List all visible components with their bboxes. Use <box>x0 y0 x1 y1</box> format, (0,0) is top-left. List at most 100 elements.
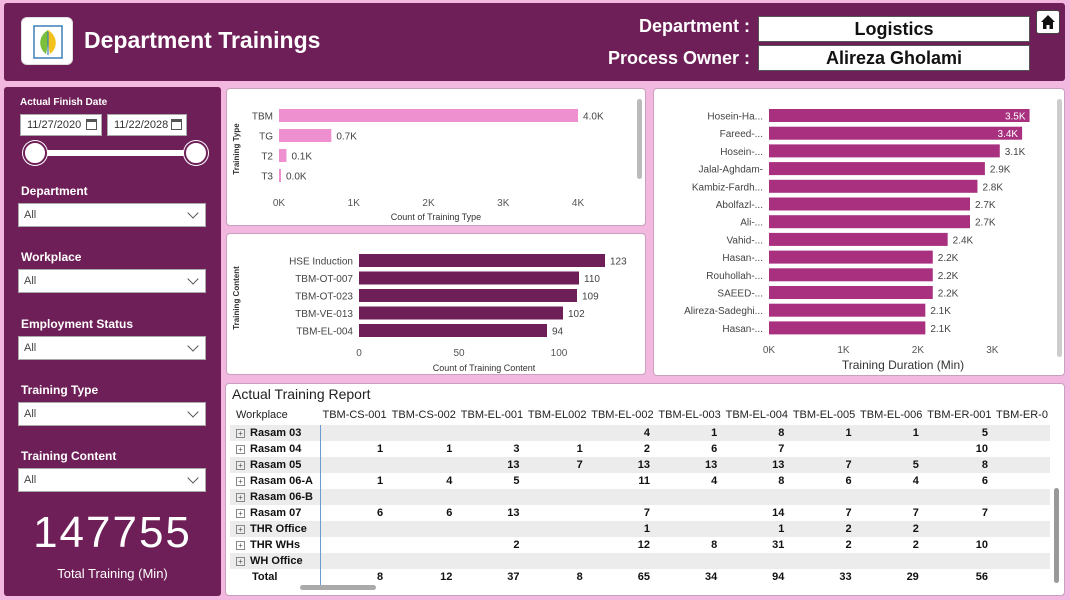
table-vertical-scrollbar[interactable] <box>1054 488 1059 583</box>
slider-end-handle[interactable] <box>184 141 208 165</box>
bar[interactable] <box>769 179 978 193</box>
bar[interactable] <box>279 129 332 142</box>
date-start-input[interactable]: 11/27/2020 <box>20 114 102 136</box>
column-header[interactable]: TBM-EL-004 <box>725 409 788 421</box>
table-cell: 8 <box>723 425 791 441</box>
bar[interactable] <box>359 324 547 337</box>
table-cell: 1 <box>790 425 858 441</box>
row-header[interactable]: + THR Office <box>230 521 321 537</box>
training-type-filter-label: Training Type <box>21 383 99 397</box>
table-cell <box>993 425 1050 441</box>
table-cell: 7 <box>845 507 852 519</box>
column-header[interactable]: TBM-ER-001 <box>927 409 992 421</box>
table-cell <box>526 537 589 553</box>
chart-scrollbar[interactable] <box>1057 99 1062 357</box>
column-header[interactable]: TBM-EL002 <box>527 409 587 421</box>
table-cell <box>790 441 857 457</box>
expand-icon[interactable]: + <box>236 444 245 454</box>
table-cell <box>656 505 723 521</box>
training-content-bar-chart[interactable]: HSE Induction 123 TBM-OT-007 110 TBM-OT-023 1… <box>227 234 647 376</box>
date-end-input[interactable]: 11/22/2028 <box>107 114 187 136</box>
table-cell: 1 <box>446 443 453 455</box>
table-cell: 8 <box>924 457 994 473</box>
expand-icon[interactable]: + <box>236 540 245 550</box>
bar[interactable] <box>769 126 1023 140</box>
column-header[interactable]: TBM-EL-003 <box>658 409 721 421</box>
training-type-chart-panel: TBM 4.0K TG 0.7K T2 0.1K T3 0.0K 0K 1K 2K 3K 4K Count… <box>226 88 646 226</box>
expand-icon[interactable]: + <box>236 508 245 518</box>
table-cell: 33 <box>790 569 858 585</box>
x-tick-label: 100 <box>551 348 568 359</box>
workplace-dropdown[interactable]: All <box>18 269 206 293</box>
expand-icon[interactable]: + <box>236 556 245 566</box>
table-cell: 65 <box>588 569 656 585</box>
chart-scrollbar[interactable] <box>637 99 642 179</box>
row-header[interactable]: + Rasam 07 <box>230 505 321 521</box>
expand-icon[interactable]: + <box>236 428 245 438</box>
category-label: Ali-... <box>740 218 763 229</box>
slider-start-handle[interactable] <box>23 141 47 165</box>
x-tick-label: 0 <box>356 348 362 359</box>
bar[interactable] <box>769 144 1000 158</box>
bar[interactable] <box>769 215 970 229</box>
data-label: 2.1K <box>930 306 951 317</box>
bar[interactable] <box>769 303 926 317</box>
bar[interactable] <box>359 271 579 285</box>
row-header[interactable]: + Rasam 04 <box>230 441 321 457</box>
column-header[interactable]: TBM-CS-001 <box>322 409 387 421</box>
row-header[interactable]: + Rasam 05 <box>230 457 321 473</box>
column-header[interactable]: TBM-EL-001 <box>460 409 524 421</box>
bar[interactable] <box>279 169 281 182</box>
table-cell: 1 <box>377 443 384 455</box>
bar[interactable] <box>769 232 948 246</box>
column-header[interactable]: TBM-ER-0 <box>996 409 1048 421</box>
data-label: 109 <box>582 292 599 303</box>
row-header[interactable]: + WH Office <box>230 553 321 569</box>
date-range-slider[interactable] <box>34 150 196 156</box>
bar[interactable] <box>769 268 933 282</box>
bar[interactable] <box>769 109 1030 122</box>
column-header-workplace[interactable]: Workplace <box>236 409 288 421</box>
training-content-dropdown[interactable]: All <box>18 468 206 492</box>
column-header[interactable]: TBM-EL-006 <box>860 409 923 421</box>
category-label: Jalal-Aghdam- <box>699 165 763 176</box>
bar[interactable] <box>769 197 970 211</box>
bar[interactable] <box>279 109 579 122</box>
expand-icon[interactable]: + <box>236 524 245 534</box>
data-label: 2.7K <box>975 218 996 229</box>
bar[interactable] <box>279 149 287 162</box>
bar[interactable] <box>359 306 563 320</box>
expand-icon[interactable]: + <box>236 476 245 486</box>
bar[interactable] <box>359 289 577 302</box>
training-type-bar-chart[interactable]: TBM 4.0K TG 0.7K T2 0.1K T3 0.0K 0K 1K 2K 3K 4K Count… <box>227 89 647 227</box>
bar[interactable] <box>769 321 926 335</box>
table-cell: 34 <box>656 569 724 585</box>
process-owner-value: Alireza Gholami <box>758 45 1030 71</box>
table-horizontal-scrollbar[interactable] <box>300 585 376 590</box>
table-cell <box>656 521 724 537</box>
bar[interactable] <box>769 162 985 176</box>
table-row: + Rasam 06-A 1 4 5 11 4 8 6 4 6 <box>230 473 1050 489</box>
bar[interactable] <box>769 286 933 299</box>
column-header[interactable]: TBM-EL-002 <box>591 409 654 421</box>
department-dropdown[interactable]: All <box>18 203 206 227</box>
training-duration-bar-chart[interactable]: Hosein-Ha... 3.5K Fareed-... 3.4K Hosein-...… <box>654 89 1066 377</box>
training-type-dropdown[interactable]: All <box>18 402 206 426</box>
row-header[interactable]: + Rasam 03 <box>230 425 321 441</box>
row-header[interactable]: + Rasam 06-B <box>230 489 321 505</box>
expand-icon[interactable]: + <box>236 460 245 470</box>
home-button[interactable] <box>1036 10 1060 34</box>
row-header[interactable]: + THR WHs <box>230 537 321 553</box>
bar[interactable] <box>359 254 605 267</box>
table-cell: 7 <box>790 457 858 473</box>
expand-icon[interactable]: + <box>236 492 245 502</box>
row-header[interactable]: + Rasam 06-A <box>230 473 321 489</box>
data-label: 0.7K <box>336 132 357 143</box>
employment-status-dropdown[interactable]: All <box>18 336 206 360</box>
category-label: Alireza-Sadeghi... <box>684 306 763 317</box>
table-cell: 13 <box>723 457 791 473</box>
bar[interactable] <box>769 250 933 264</box>
table-cell: 1 <box>588 521 656 537</box>
column-header[interactable]: TBM-EL-005 <box>792 409 856 421</box>
column-header[interactable]: TBM-CS-002 <box>391 409 456 421</box>
